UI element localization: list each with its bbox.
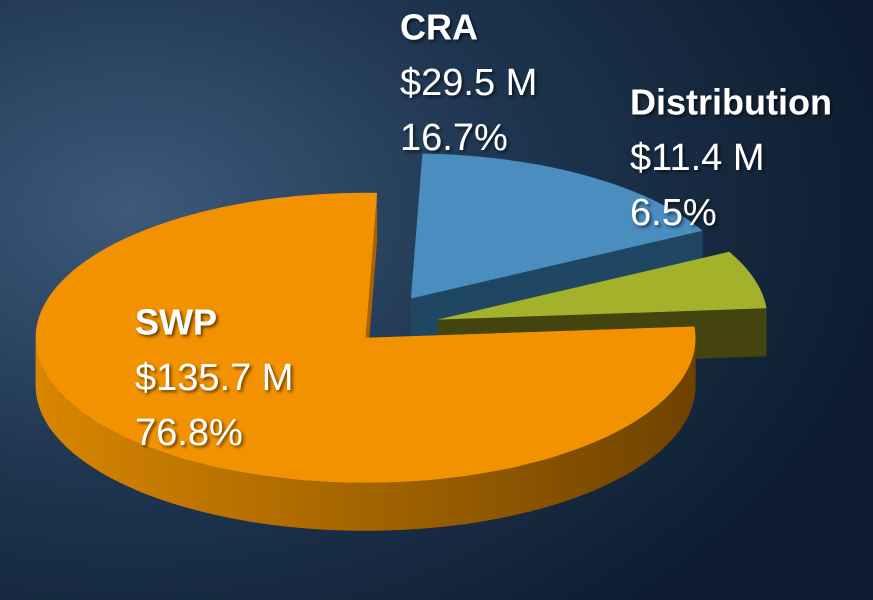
slice [35,192,696,483]
slice-cut-face [365,192,378,386]
pie-tops [35,153,767,483]
value-label: 76.8% [135,412,243,454]
value-label: 16.7% [400,117,508,159]
amount-label: $135.7 M [135,357,293,399]
slice-side [35,337,696,531]
slice [410,153,703,299]
data-labels: CRA $29.5 M 16.7% Distribution $11.4 M 6.5% SW… [135,7,832,455]
value-label: 6.5% [630,192,717,234]
slice-label: CRA [400,7,478,48]
amount-label: $29.5 M [400,62,537,104]
slice-label: SWP [135,302,217,343]
slice-label: Distribution [630,82,832,123]
amount-label: $11.4 M [630,137,764,179]
slice [437,251,767,320]
